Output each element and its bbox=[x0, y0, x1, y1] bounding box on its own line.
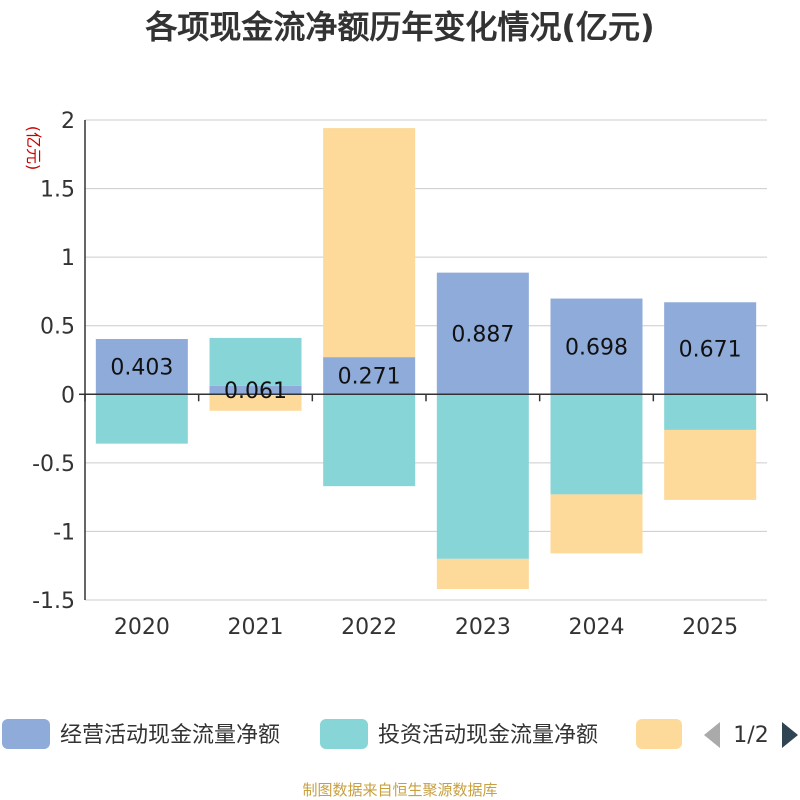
bar-label-2020: 0.403 bbox=[110, 356, 173, 381]
legend-page-indicator: 1/2 bbox=[733, 723, 768, 748]
bar-s0-2021 bbox=[209, 385, 302, 395]
bar-label-2021: 0.061 bbox=[224, 379, 287, 404]
bar-labels: 0.403 0.061 0.271 0.887 0.698 0.671 bbox=[110, 322, 741, 404]
x-tick-label: 2023 bbox=[455, 615, 511, 640]
legend-prev-page-icon[interactable] bbox=[704, 722, 720, 748]
bar-s1-2024 bbox=[550, 394, 643, 495]
bar-label-2022: 0.271 bbox=[338, 365, 401, 390]
axes bbox=[79, 120, 768, 600]
y-tick-label: -1 bbox=[53, 520, 75, 545]
legend: 经营活动现金流量净额 投资活动现金流量净额 1/2 bbox=[2, 719, 798, 749]
gridlines bbox=[85, 119, 767, 601]
y-axis-ticks: 2 1.5 1 0.5 0 -0.5 -1 -1.5 bbox=[32, 109, 75, 614]
bar-s2-2022 bbox=[323, 128, 416, 358]
bar-label-2025: 0.671 bbox=[679, 337, 742, 362]
bar-s1-2021 bbox=[209, 337, 302, 386]
chart-title: 各项现金流净额历年变化情况(亿元) bbox=[145, 8, 654, 46]
bars bbox=[95, 128, 757, 590]
y-axis-unit-label: (亿元) bbox=[24, 126, 43, 171]
legend-label-operating[interactable]: 经营活动现金流量净额 bbox=[60, 723, 280, 748]
x-axis-ticks: 2020 2021 2022 2023 2024 2025 bbox=[114, 615, 738, 640]
bar-s0-2022 bbox=[323, 357, 416, 395]
bar-s0-2024 bbox=[550, 298, 643, 395]
y-tick-label: 1.5 bbox=[40, 178, 75, 203]
bar-s2-2025 bbox=[664, 429, 757, 500]
bar-s1-2022 bbox=[323, 394, 416, 487]
y-tick-label: 1 bbox=[61, 246, 75, 271]
bar-s1-2025 bbox=[664, 394, 757, 430]
y-tick-label: -0.5 bbox=[32, 452, 75, 477]
bar-s0-2020 bbox=[95, 339, 188, 395]
bar-s2-2021 bbox=[209, 394, 302, 411]
bar-s0-2023 bbox=[436, 272, 529, 395]
footer-source: 制图数据来自恒生聚源数据库 bbox=[302, 781, 497, 799]
x-tick-label: 2020 bbox=[114, 615, 170, 640]
bar-label-2023: 0.887 bbox=[451, 322, 514, 347]
x-tick-label: 2025 bbox=[682, 615, 738, 640]
legend-swatch-operating[interactable] bbox=[2, 719, 50, 749]
bar-s0-2025 bbox=[664, 302, 757, 395]
legend-swatch-investing[interactable] bbox=[320, 719, 368, 749]
bar-label-2024: 0.698 bbox=[565, 335, 628, 360]
x-tick-label: 2022 bbox=[341, 615, 397, 640]
x-tick-label: 2024 bbox=[569, 615, 625, 640]
bar-s2-2023 bbox=[436, 558, 529, 590]
legend-next-page-icon[interactable] bbox=[782, 722, 798, 748]
bar-s1-2020 bbox=[95, 394, 188, 444]
x-tick-label: 2021 bbox=[228, 615, 284, 640]
y-tick-label: 0 bbox=[61, 383, 75, 408]
legend-label-investing[interactable]: 投资活动现金流量净额 bbox=[378, 723, 598, 748]
bar-s1-2023 bbox=[436, 394, 529, 559]
y-tick-label: -1.5 bbox=[32, 589, 75, 614]
y-tick-label: 0.5 bbox=[40, 315, 75, 340]
y-tick-label: 2 bbox=[61, 109, 75, 134]
bar-s2-2024 bbox=[550, 494, 643, 554]
legend-swatch-financing[interactable] bbox=[636, 719, 682, 749]
